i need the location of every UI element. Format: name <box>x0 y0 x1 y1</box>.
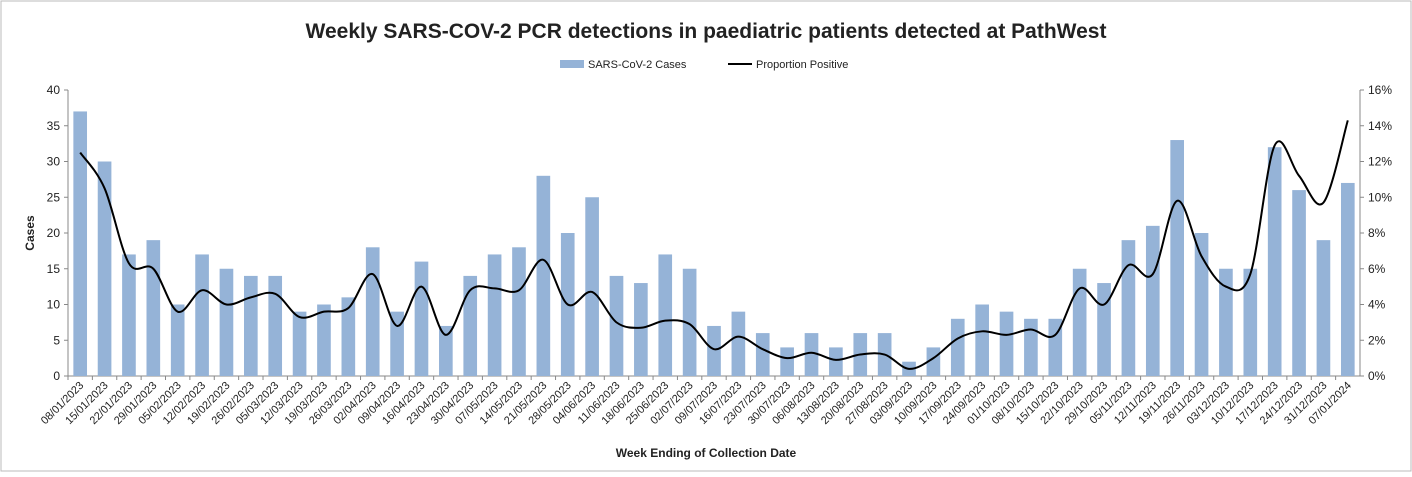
bar <box>1243 268 1258 376</box>
bar <box>1145 225 1160 376</box>
bar <box>609 275 624 376</box>
bar <box>658 254 673 376</box>
bar <box>97 161 112 376</box>
bar <box>292 311 307 376</box>
y2-tick-label: 6% <box>1368 262 1386 276</box>
bar <box>390 311 404 376</box>
bar <box>1316 240 1331 376</box>
bar <box>1170 140 1184 376</box>
x-axis-label: Week Ending of Collection Date <box>616 446 797 460</box>
legend-swatch <box>560 60 584 68</box>
bar <box>999 311 1014 376</box>
legend-label: SARS-CoV-2 Cases <box>588 59 687 71</box>
bar <box>1072 268 1087 376</box>
y2-tick-label: 10% <box>1368 190 1392 204</box>
bar <box>1097 283 1111 376</box>
bar <box>414 261 429 376</box>
bar <box>487 254 502 376</box>
y2-tick-label: 4% <box>1368 298 1386 312</box>
bar <box>219 268 234 376</box>
bar <box>244 275 258 376</box>
bar <box>804 333 819 376</box>
bar <box>170 304 185 376</box>
y-tick-label: 30 <box>47 155 61 169</box>
bar <box>634 283 648 376</box>
bar <box>682 268 697 376</box>
y-tick-label: 0 <box>53 369 60 383</box>
legend-label: Proportion Positive <box>756 59 848 71</box>
bar <box>365 247 380 376</box>
bar <box>707 325 721 376</box>
y2-tick-label: 14% <box>1368 119 1392 133</box>
bar <box>122 254 136 376</box>
bar <box>1121 240 1136 376</box>
bar <box>146 240 161 376</box>
bar <box>341 297 356 376</box>
y-tick-label: 15 <box>47 262 61 276</box>
bar <box>950 318 965 376</box>
y2-tick-label: 2% <box>1368 333 1386 347</box>
y-tick-label: 10 <box>47 298 61 312</box>
bar <box>73 111 88 376</box>
bar <box>975 304 989 376</box>
bar <box>755 333 770 376</box>
bar <box>1267 147 1282 376</box>
chart-title: Weekly SARS-COV-2 PCR detections in paed… <box>306 20 1107 43</box>
bar <box>731 311 746 376</box>
y2-tick-label: 12% <box>1368 155 1392 169</box>
y2-tick-label: 8% <box>1368 226 1386 240</box>
bar <box>585 197 599 376</box>
bar <box>1194 233 1209 376</box>
y-tick-label: 20 <box>47 226 61 240</box>
bar <box>1219 268 1233 376</box>
bar <box>463 275 478 376</box>
bar <box>439 325 453 376</box>
bar <box>1340 182 1355 376</box>
y2-tick-label: 16% <box>1368 83 1392 97</box>
bar <box>1048 318 1063 376</box>
y2-tick-label: 0% <box>1368 369 1386 383</box>
bar <box>536 175 551 376</box>
line <box>79 120 1349 370</box>
y-tick-label: 40 <box>47 83 61 97</box>
bar <box>829 347 843 376</box>
bar <box>268 275 283 376</box>
bar <box>195 254 209 376</box>
bar <box>780 347 794 376</box>
y-tick-label: 25 <box>47 190 61 204</box>
bar <box>512 247 526 376</box>
bar <box>1024 318 1038 376</box>
y-tick-label: 5 <box>53 333 60 347</box>
y-axis-label: Cases <box>23 215 37 251</box>
bar <box>317 304 331 376</box>
bar <box>1292 190 1306 376</box>
y-tick-label: 35 <box>47 119 61 133</box>
